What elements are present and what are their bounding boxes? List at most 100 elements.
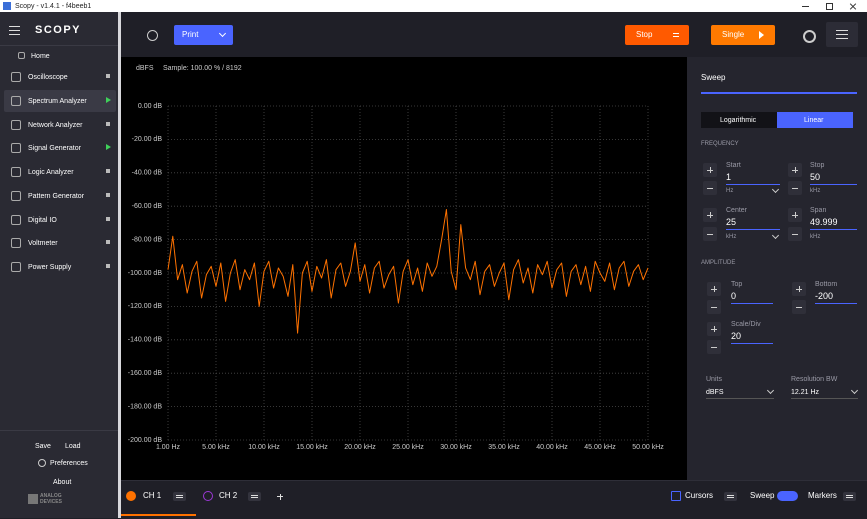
field-label: Center [726, 207, 748, 214]
increment[interactable] [703, 163, 717, 177]
ch2-menu[interactable] [248, 492, 261, 501]
field-value[interactable]: 20 [731, 331, 742, 341]
info-button[interactable] [147, 30, 158, 41]
hamburger[interactable] [9, 26, 20, 27]
brand-line: ANALOG [40, 493, 62, 499]
decrement[interactable] [792, 300, 806, 314]
tool-item[interactable]: Pattern Generator [28, 192, 85, 200]
trace [167, 209, 649, 334]
x-tick-label: 50.00 kHz [632, 444, 664, 451]
tool-item[interactable]: Signal Generator [28, 144, 81, 152]
load[interactable]: Load [65, 442, 81, 450]
gear-icon [38, 459, 46, 467]
tool-item[interactable]: Power Supply [28, 263, 72, 271]
title-bar: Scopy - v1.4.1 - f4beeb1 [0, 0, 867, 12]
x-tick-label: 10.00 kHz [248, 444, 280, 451]
preferences[interactable]: Preferences [50, 459, 88, 467]
x-tick-label: 40.00 kHz [536, 444, 568, 451]
scale-linear-label: Linear [804, 116, 824, 124]
section-heading: FREQUENCY [701, 141, 739, 147]
tool-icon [11, 215, 21, 225]
cursors-menu[interactable] [724, 492, 737, 501]
field-unit[interactable]: kHz [726, 234, 737, 240]
decrement[interactable] [788, 181, 802, 195]
tool-item[interactable]: Logic Analyzer [28, 168, 74, 176]
home[interactable]: Home [31, 52, 50, 60]
tool-status [106, 169, 110, 173]
field-value[interactable]: 49.999 [810, 217, 838, 227]
minimize[interactable] [802, 6, 809, 7]
ch1-indicator[interactable] [126, 491, 136, 501]
dropdown-underline [706, 398, 774, 399]
tool-item[interactable]: Voltmeter [28, 239, 58, 247]
stop-button[interactable]: Stop [625, 25, 689, 45]
field-label: Span [810, 207, 827, 214]
x-tick-label: 30.00 kHz [440, 444, 472, 451]
sweep-menu[interactable] [777, 491, 798, 501]
about[interactable]: About [53, 478, 72, 486]
menu-button[interactable] [826, 22, 858, 47]
field-value[interactable]: 0 [731, 291, 737, 301]
hamburger-bar [9, 30, 20, 31]
ch1-label[interactable]: CH 1 [143, 491, 162, 500]
y-axis-unit: dBFS [136, 65, 154, 72]
ch1-selected [121, 514, 196, 516]
increment[interactable] [788, 163, 802, 177]
ch1-menu[interactable] [173, 492, 186, 501]
x-tick-label: 35.00 kHz [488, 444, 520, 451]
increment[interactable] [703, 208, 717, 222]
tool-item[interactable]: Digital IO [28, 216, 57, 224]
field-label: Stop [810, 162, 825, 169]
sweep-label[interactable]: Sweep [750, 491, 775, 500]
print-menu [218, 29, 227, 38]
ch2-indicator[interactable] [203, 491, 213, 501]
y-tick-label: -200.00 dB [128, 437, 163, 444]
decrement[interactable] [707, 340, 721, 354]
cursors-label[interactable]: Cursors [685, 491, 714, 500]
y-tick-label: -100.00 dB [128, 270, 163, 277]
markers-label[interactable]: Markers [808, 491, 837, 500]
maximize[interactable] [826, 3, 833, 10]
app-icon [3, 2, 11, 10]
increment[interactable] [788, 208, 802, 222]
print-label: Print [182, 30, 199, 39]
decrement[interactable] [703, 181, 717, 195]
ch2-label[interactable]: CH 2 [219, 491, 238, 500]
field-value[interactable]: 50 [810, 172, 821, 182]
single-icon [759, 31, 764, 39]
field-label: Resolution BW [791, 376, 838, 383]
print-button[interactable]: Print [174, 25, 233, 45]
dropdown-value[interactable]: dBFS [706, 389, 724, 396]
divider [0, 45, 118, 46]
field-underline [726, 184, 780, 185]
field-underline [815, 303, 857, 304]
field-value[interactable]: 25 [726, 217, 737, 227]
increment[interactable] [707, 322, 721, 336]
tool-item[interactable]: Oscilloscope [28, 73, 68, 81]
increment[interactable] [792, 282, 806, 296]
field-value[interactable]: -200 [815, 291, 834, 301]
save[interactable]: Save [35, 442, 51, 450]
decrement[interactable] [707, 300, 721, 314]
settings-gear[interactable] [803, 30, 816, 43]
field-label: Top [731, 281, 743, 288]
dropdown-value[interactable]: 12.21 Hz [791, 389, 820, 396]
tool-status [106, 74, 110, 78]
dropdown-underline [791, 398, 858, 399]
cursors-checkbox[interactable] [671, 491, 681, 501]
selected-tool-bg [4, 90, 116, 112]
tool-item[interactable]: Spectrum Analyzer [28, 97, 87, 105]
decrement[interactable] [788, 227, 802, 241]
sidebar: SCOPY Home Oscilloscope Spectrum Analyzer… [0, 12, 118, 518]
decrement[interactable] [703, 227, 717, 241]
increment[interactable] [707, 282, 721, 296]
divider [0, 430, 118, 431]
single-button[interactable]: Single [711, 25, 775, 45]
scale-log[interactable]: Logarithmic [701, 112, 777, 128]
field-value[interactable]: 1 [726, 172, 732, 182]
scale-linear[interactable]: Linear [777, 112, 853, 128]
field-unit[interactable]: Hz [726, 188, 734, 194]
tool-item[interactable]: Network Analyzer [28, 121, 83, 129]
markers-menu[interactable] [843, 492, 856, 501]
